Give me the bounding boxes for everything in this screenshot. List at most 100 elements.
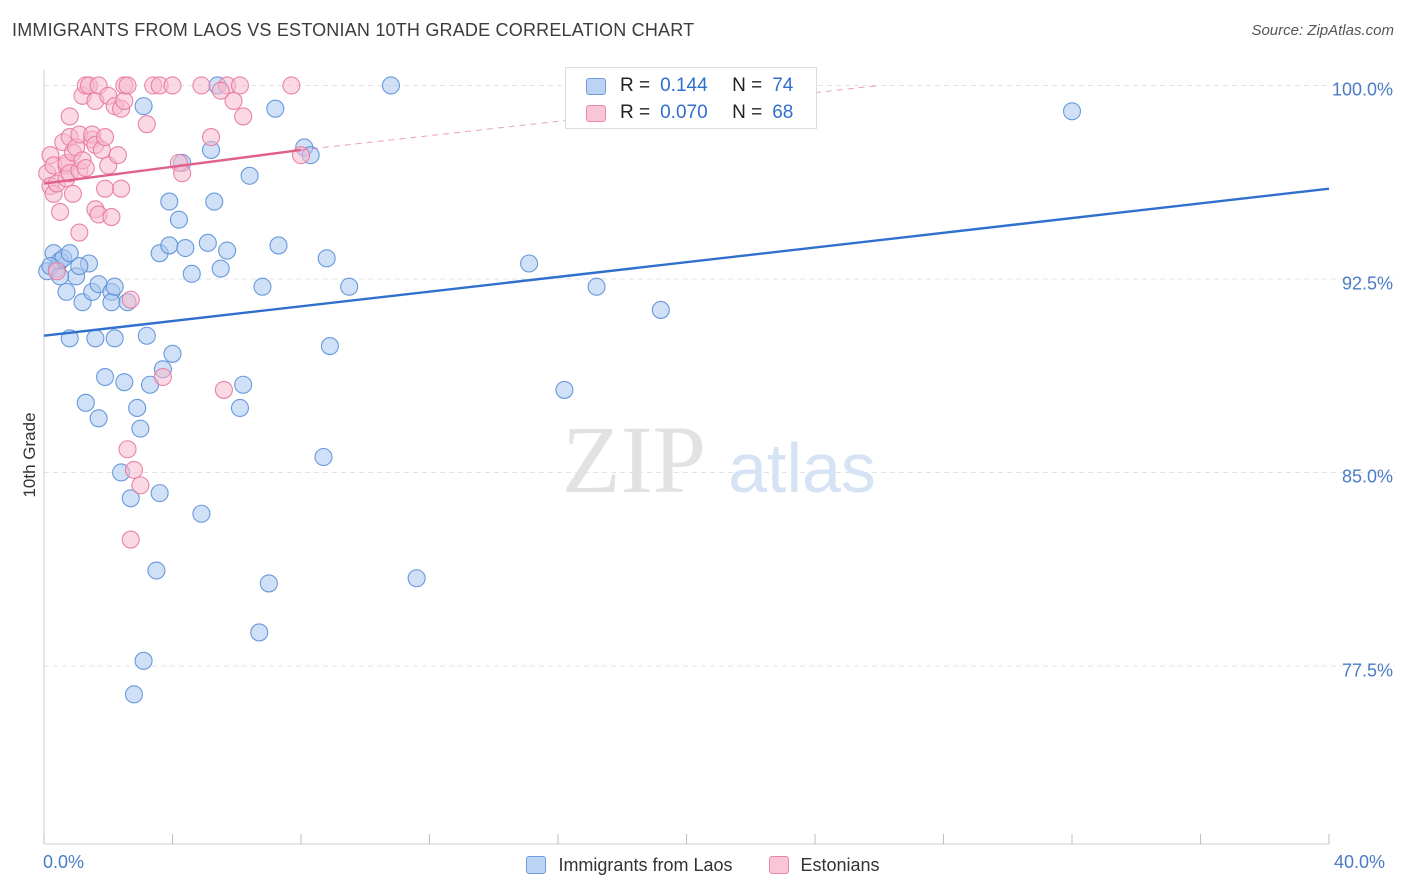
laos-point <box>128 398 147 418</box>
laos-point <box>60 244 79 263</box>
laos-point <box>407 569 426 588</box>
watermark-zip: ZIP <box>562 406 706 513</box>
laos-point <box>198 233 217 252</box>
laos-point <box>253 277 272 296</box>
laos-point <box>314 447 333 467</box>
laos-point <box>163 344 182 363</box>
legend-item-laos[interactable]: Immigrants from Laos <box>526 854 733 876</box>
y-tick-label: 100.0% <box>1331 79 1393 100</box>
estonians-point <box>118 76 137 95</box>
correlation-legend: R = 0.144 N = 74 R = 0.070 N = 68 <box>565 67 817 129</box>
laos-point <box>317 249 336 268</box>
laos-point <box>89 409 108 428</box>
laos-point <box>176 238 195 258</box>
legend-item-estonians[interactable]: Estonians <box>768 854 880 876</box>
laos-point <box>1062 102 1082 121</box>
estonians-point <box>95 128 115 147</box>
legend-swatch-blue <box>526 856 547 874</box>
estonians-point <box>124 460 143 479</box>
laos-point <box>131 419 150 438</box>
estonians-point <box>153 367 172 387</box>
y-tick-label: 85.0% <box>1341 466 1393 487</box>
laos-point <box>70 257 89 276</box>
estonians-point <box>70 223 89 242</box>
legend-label-laos: Immigrants from Laos <box>558 854 733 875</box>
laos-point <box>269 236 288 255</box>
legend-row-laos: R = 0.144 N = 74 <box>586 73 793 99</box>
laos-point <box>211 259 230 278</box>
gridlines <box>44 84 1395 667</box>
estonians-point <box>211 81 230 100</box>
source-label: Source: ZipAtlas.com <box>1251 22 1394 39</box>
estonians-point <box>121 530 140 549</box>
laos-point <box>205 192 224 211</box>
laos-point <box>147 561 166 580</box>
legend-r-value: 0.144 <box>660 75 708 96</box>
estonians-point <box>137 115 156 134</box>
series-laos-points <box>38 76 1082 704</box>
legend-r-label: R = <box>620 75 651 96</box>
y-tick-label: 92.5% <box>1341 273 1393 294</box>
axes <box>43 70 1330 845</box>
estonians-point <box>63 184 82 203</box>
legend-n-value: 68 <box>772 102 794 123</box>
laos-point <box>105 277 124 296</box>
laos-point <box>134 651 153 670</box>
legend-label-estonians: Estonians <box>800 854 880 875</box>
estonians-point <box>291 146 311 165</box>
estonians-point <box>112 179 131 198</box>
laos-point <box>192 504 211 523</box>
watermark-atlas: atlas <box>728 429 876 507</box>
laos-point <box>240 166 259 185</box>
watermark: ZIP atlas <box>562 406 876 513</box>
estonians-point <box>224 91 243 111</box>
laos-point <box>651 300 670 319</box>
laos-point <box>137 326 156 345</box>
estonians-point <box>102 208 121 227</box>
estonians-point <box>214 380 233 399</box>
series-estonians-points <box>38 76 311 549</box>
legend-n-label: N = <box>732 102 763 123</box>
legend-r-value: 0.070 <box>660 102 708 123</box>
chart-title: IMMIGRANTS FROM LAOS VS ESTONIAN 10TH GR… <box>12 20 695 40</box>
laos-point <box>160 236 179 255</box>
laos-point <box>259 574 278 593</box>
laos-point <box>182 264 201 283</box>
laos-point <box>150 484 169 503</box>
legend-swatch-blue <box>586 77 606 95</box>
laos-point <box>121 489 140 508</box>
laos-point <box>320 337 339 356</box>
laos-point <box>266 99 285 118</box>
laos-point <box>57 282 76 301</box>
laos-point <box>95 367 115 387</box>
series-legend: Immigrants from Laos Estonians <box>0 852 1406 878</box>
legend-n-value: 74 <box>772 75 794 96</box>
estonians-point <box>47 262 66 281</box>
estonians-point <box>115 91 134 111</box>
laos-point <box>134 97 153 116</box>
laos-point <box>105 329 124 348</box>
laos-point <box>250 623 269 642</box>
laos-point <box>381 76 401 95</box>
estonians-point <box>121 290 140 309</box>
x-tick-label-min: 0.0% <box>43 852 85 872</box>
estonians-point <box>163 76 182 95</box>
estonians-point <box>282 76 301 95</box>
laos-point <box>340 277 359 296</box>
laos-point <box>218 241 237 260</box>
estonians-point <box>202 128 221 147</box>
estonians-point <box>51 202 70 221</box>
legend-r-label: R = <box>620 102 651 123</box>
estonians-point <box>234 107 253 126</box>
laos-trend-line <box>43 187 1330 337</box>
estonians-point <box>76 158 95 178</box>
y-tick-label: 77.5% <box>1341 660 1393 681</box>
estonians-point <box>230 76 250 95</box>
legend-n-label: N = <box>732 75 763 96</box>
laos-point <box>234 375 253 394</box>
estonians-trend-line <box>43 148 302 185</box>
laos-point <box>520 254 539 273</box>
estonians-point <box>118 440 137 459</box>
laos-point <box>102 293 121 312</box>
